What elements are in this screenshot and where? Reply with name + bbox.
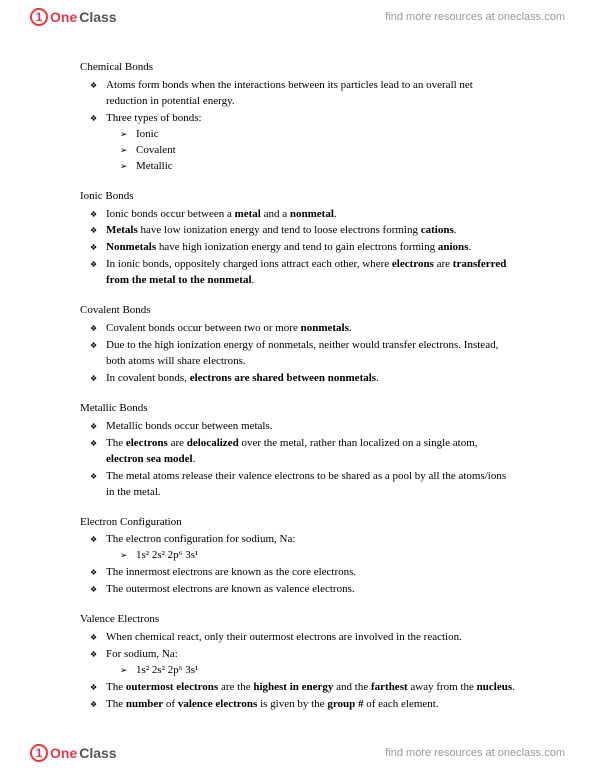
logo-icon: 1 (30, 744, 48, 762)
sub-item: Covalent (124, 143, 515, 159)
list-item: The number of valence electrons is given… (94, 697, 515, 713)
section-valence: Valence Electrons When chemical react, o… (80, 612, 515, 713)
logo-text-one: One (50, 745, 77, 761)
sub-item: 1s² 2s² 2p⁶ 3s¹ (124, 663, 515, 679)
sub-item: Metallic (124, 159, 515, 175)
section-chemical-bonds: Chemical Bonds Atoms form bonds when the… (80, 60, 515, 175)
resources-link-bottom[interactable]: find more resources at oneclass.com (385, 747, 565, 759)
list-item: Covalent bonds occur between two or more… (94, 321, 515, 337)
logo-bottom: 1 OneClass (30, 744, 117, 762)
section-title: Chemical Bonds (80, 60, 515, 76)
section-covalent-bonds: Covalent Bonds Covalent bonds occur betw… (80, 303, 515, 387)
logo-top: 1 OneClass (30, 8, 117, 26)
list-item: Atoms form bonds when the interactions b… (94, 78, 515, 110)
list-item: Metallic bonds occur between metals. (94, 419, 515, 435)
logo-text-one: One (50, 9, 77, 25)
list-item: Three types of bonds: Ionic Covalent Met… (94, 111, 515, 175)
section-metallic-bonds: Metallic Bonds Metallic bonds occur betw… (80, 401, 515, 501)
section-title: Metallic Bonds (80, 401, 515, 417)
list-item: The innermost electrons are known as the… (94, 565, 515, 581)
section-title: Ionic Bonds (80, 189, 515, 205)
section-title: Electron Configuration (80, 515, 515, 531)
section-ionic-bonds: Ionic Bonds Ionic bonds occur between a … (80, 189, 515, 290)
section-title: Valence Electrons (80, 612, 515, 628)
list-item: In ionic bonds, oppositely charged ions … (94, 257, 515, 289)
page-header: 1 OneClass find more resources at onecla… (0, 0, 595, 34)
list-item: In covalent bonds, electrons are shared … (94, 371, 515, 387)
item-text: Three types of bonds: (106, 112, 202, 124)
list-item: The electrons are delocalized over the m… (94, 436, 515, 468)
logo-text-class: Class (79, 745, 116, 761)
section-title: Covalent Bonds (80, 303, 515, 319)
logo-icon: 1 (30, 8, 48, 26)
page-footer: 1 OneClass find more resources at onecla… (0, 736, 595, 770)
list-item: For sodium, Na: 1s² 2s² 2p⁶ 3s¹ (94, 647, 515, 679)
list-item: The electron configuration for sodium, N… (94, 532, 515, 564)
list-item: The metal atoms release their valence el… (94, 469, 515, 501)
section-electron-config: Electron Configuration The electron conf… (80, 515, 515, 599)
list-item: The outermost electrons are known as val… (94, 582, 515, 598)
list-item: Due to the high ionization energy of non… (94, 338, 515, 370)
list-item: Ionic bonds occur between a metal and a … (94, 207, 515, 223)
sub-item: Ionic (124, 127, 515, 143)
list-item: Nonmetals have high ionization energy an… (94, 240, 515, 256)
resources-link-top[interactable]: find more resources at oneclass.com (385, 11, 565, 23)
document-content: Chemical Bonds Atoms form bonds when the… (0, 0, 595, 777)
list-item: The outermost electrons are the highest … (94, 680, 515, 696)
logo-text-class: Class (79, 9, 116, 25)
list-item: When chemical react, only their outermos… (94, 630, 515, 646)
list-item: Metals have low ionization energy and te… (94, 223, 515, 239)
sub-item: 1s² 2s² 2p⁶ 3s¹ (124, 548, 515, 564)
